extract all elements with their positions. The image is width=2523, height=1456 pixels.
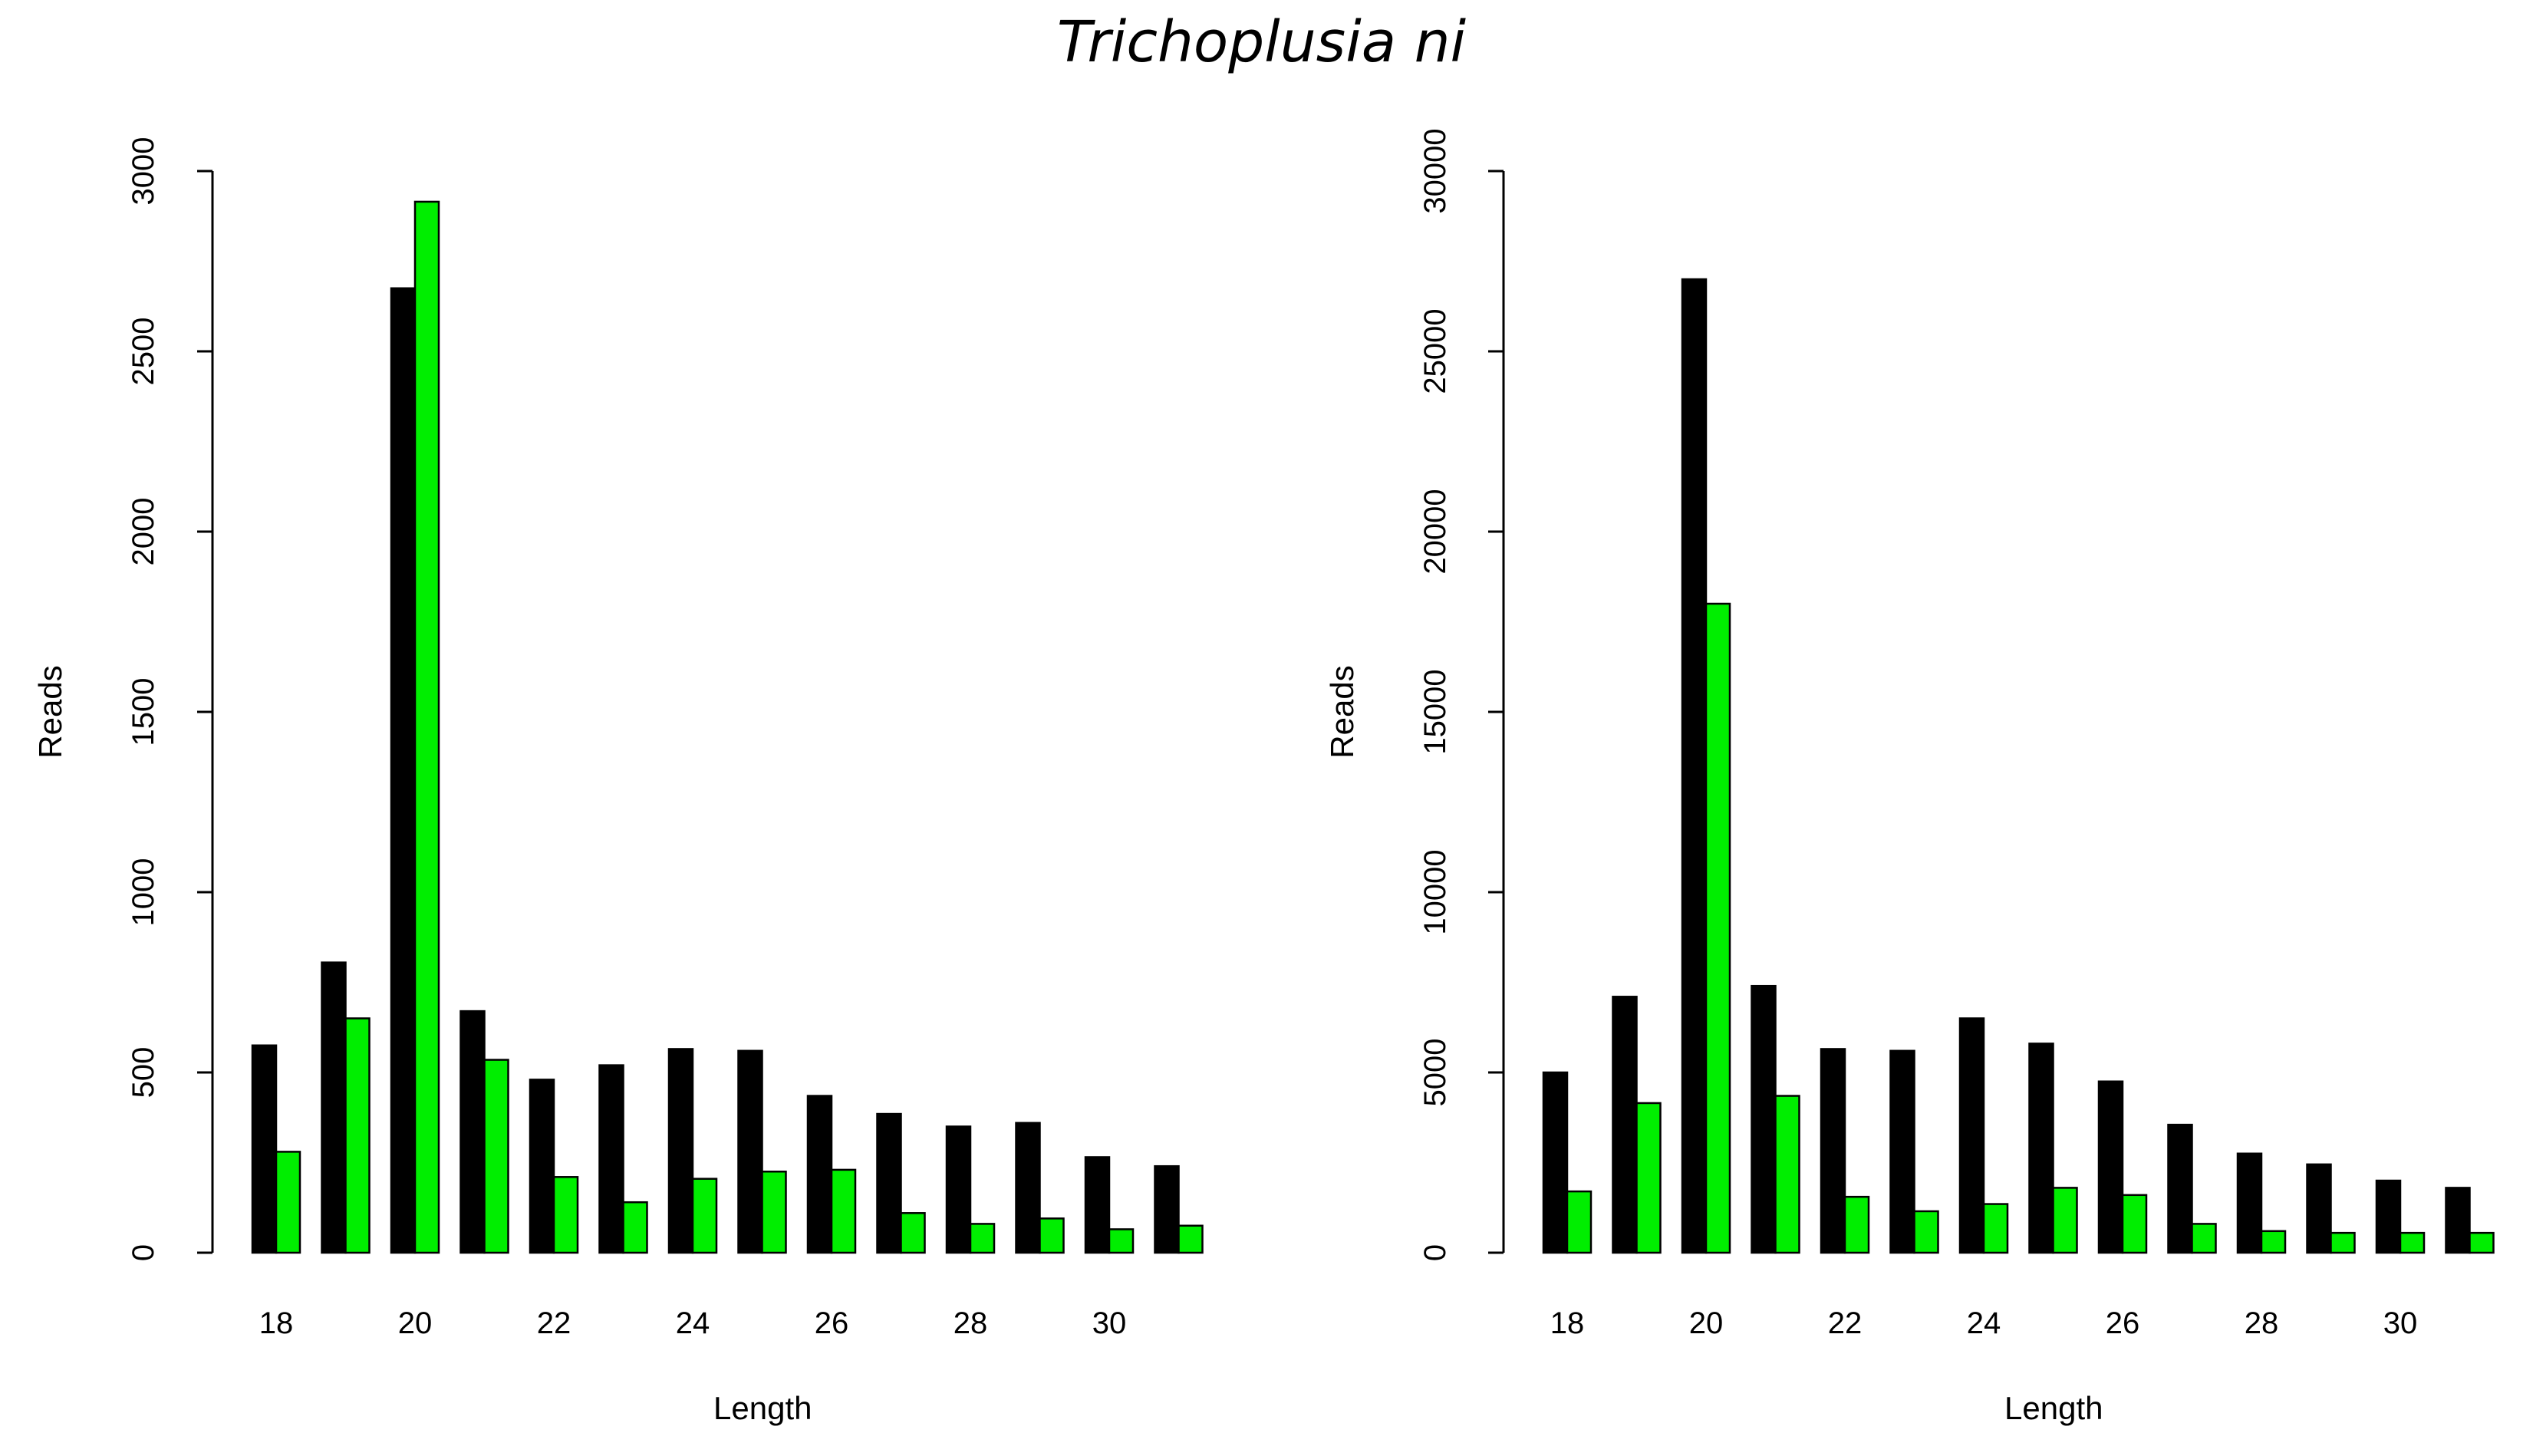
bar-black-21 [1751, 984, 1777, 1254]
bar-green-29 [2330, 1231, 2356, 1254]
bar-green-28 [969, 1223, 996, 1254]
x-tick-label: 26 [2106, 1306, 2140, 1340]
x-tick-label: 18 [259, 1306, 294, 1340]
bar-black-26 [2097, 1080, 2124, 1254]
x-tick-label: 24 [676, 1306, 710, 1340]
bar-green-22 [552, 1176, 579, 1254]
bar-black-24 [667, 1048, 694, 1254]
bar-green-31 [1178, 1224, 1204, 1254]
figure-title: Trichoplusia ni [1056, 9, 1467, 75]
bar-green-19 [344, 1017, 371, 1254]
x-tick-label: 20 [398, 1306, 433, 1340]
bar-green-26 [830, 1168, 857, 1254]
bar-black-20 [1681, 278, 1708, 1254]
bar-black-27 [2167, 1123, 2193, 1254]
y-tick-label: 2500 [127, 318, 160, 386]
bar-black-21 [459, 1010, 486, 1254]
bar-black-23 [1889, 1049, 1915, 1254]
bar-black-29 [2306, 1163, 2332, 1254]
bar-black-19 [321, 961, 347, 1254]
x-tick-label: 26 [815, 1306, 849, 1340]
y-tick-label: 0 [1418, 1244, 1452, 1261]
bar-black-30 [2375, 1179, 2402, 1254]
bar-green-20 [1705, 602, 1731, 1254]
bar-green-26 [2121, 1194, 2148, 1254]
bar-black-22 [1820, 1048, 1846, 1254]
x-tick-label: 30 [1092, 1306, 1127, 1340]
bar-green-24 [691, 1178, 718, 1254]
bar-green-25 [2052, 1187, 2078, 1254]
chart-right: 0 5000 10000 15000 20000 25000 30000 Reads 18 20 2… [1324, 128, 2495, 1426]
bar-black-28 [2236, 1152, 2263, 1254]
bar-green-23 [1913, 1210, 1939, 1254]
bar-green-18 [1566, 1190, 1593, 1254]
y-tick-label: 1000 [127, 858, 160, 927]
y-tick-label: 2000 [127, 498, 160, 566]
bar-black-25 [2028, 1043, 2054, 1254]
bar-green-19 [1635, 1102, 1662, 1254]
bar-green-30 [1108, 1228, 1135, 1254]
bar-green-24 [1982, 1203, 2009, 1254]
bar-black-31 [1154, 1164, 1180, 1254]
bar-black-20 [390, 287, 417, 1254]
x-tick-label: 20 [1689, 1306, 1724, 1340]
bar-green-22 [1843, 1195, 1870, 1254]
bar-black-31 [2445, 1187, 2471, 1254]
y-axis-title: Reads [1324, 665, 1360, 758]
y-tick-label: 3000 [127, 137, 160, 206]
bar-green-30 [2399, 1231, 2426, 1254]
x-tick-label: 22 [537, 1306, 571, 1340]
x-tick-label: 22 [1828, 1306, 1863, 1340]
bar-green-20 [413, 200, 440, 1254]
x-tick-label: 30 [2383, 1306, 2418, 1340]
bar-green-31 [2469, 1231, 2495, 1254]
bar-black-25 [737, 1049, 763, 1254]
bar-black-30 [1084, 1156, 1111, 1254]
x-tick-label: 18 [1550, 1306, 1585, 1340]
y-tick-label: 500 [127, 1047, 160, 1099]
y-tick-label: 20000 [1418, 489, 1452, 574]
chart-left: 0 500 1000 1500 2000 2500 3000 Reads 18 20 22 24 26 2… [32, 137, 1204, 1426]
bar-black-24 [1958, 1017, 1985, 1254]
y-tick-label: 0 [127, 1244, 160, 1261]
x-axis-title: Length [2004, 1390, 2103, 1426]
y-tick-label: 15000 [1418, 669, 1452, 754]
bar-black-22 [529, 1079, 555, 1254]
y-axis-title: Reads [32, 665, 68, 758]
bar-black-28 [945, 1125, 972, 1254]
bar-green-23 [622, 1201, 648, 1254]
x-tick-label: 28 [954, 1306, 988, 1340]
bar-green-27 [2191, 1223, 2217, 1254]
bar-green-18 [275, 1151, 301, 1254]
y-tick-label: 5000 [1418, 1039, 1452, 1107]
bar-black-23 [598, 1064, 624, 1254]
bar-green-21 [1774, 1095, 1800, 1254]
bar-green-29 [1039, 1217, 1065, 1254]
x-tick-label: 28 [2245, 1306, 2279, 1340]
bar-black-18 [251, 1044, 278, 1254]
y-tick-label: 25000 [1418, 308, 1452, 394]
bar-black-26 [806, 1095, 833, 1254]
y-tick-label: 10000 [1418, 849, 1452, 934]
bar-green-25 [761, 1171, 787, 1254]
y-tick-label: 30000 [1418, 128, 1452, 213]
bar-black-27 [876, 1112, 902, 1254]
bar-black-18 [1542, 1071, 1569, 1254]
bar-black-29 [1015, 1122, 1041, 1254]
x-tick-label: 24 [1967, 1306, 2001, 1340]
bar-green-28 [2260, 1230, 2287, 1254]
bar-green-27 [900, 1212, 926, 1254]
bar-black-19 [1612, 996, 1638, 1254]
y-tick-label: 1500 [127, 678, 160, 746]
bar-green-21 [483, 1059, 509, 1254]
x-axis-title: Length [713, 1390, 812, 1426]
